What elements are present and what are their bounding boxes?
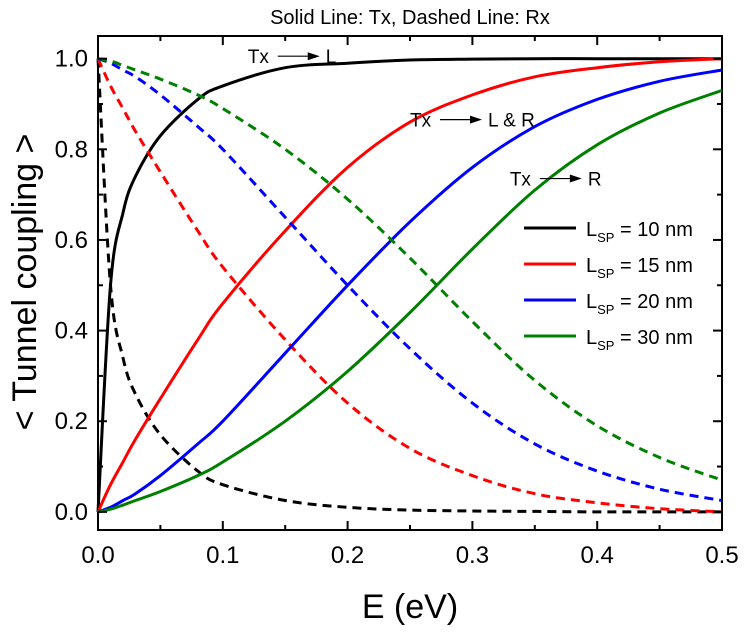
annotation-2: Tx L & R <box>410 111 535 132</box>
x-tick-label: 0.3 <box>456 542 489 569</box>
annotation-arrowhead <box>470 115 482 124</box>
legend-entry-2: LSP = 15 nm <box>524 255 693 281</box>
series-lines <box>96 57 723 514</box>
annotation-from: Tx <box>410 111 432 132</box>
chart-title: Solid Line: Tx, Dashed Line: Rx <box>270 7 550 29</box>
x-tick-label: 0.5 <box>705 542 738 569</box>
legend-entry-4: LSP = 30 nm <box>524 327 693 353</box>
annotation-to: L & R <box>488 111 535 132</box>
x-tick-label: 0.1 <box>206 542 239 569</box>
annotation-from: Tx <box>510 170 532 191</box>
y-tick-label: 0.2 <box>55 408 88 435</box>
legend-entry-3: LSP = 20 nm <box>524 291 693 317</box>
y-tick-label: 0.4 <box>55 318 88 345</box>
y-tick-label: 1.0 <box>55 46 88 73</box>
legend-label: LSP = 10 nm <box>586 219 693 245</box>
annotation-arrowhead <box>569 174 582 183</box>
series-line-8-dashed <box>97 57 723 482</box>
series-line-1-solid <box>96 57 722 512</box>
x-tick-label: 0.4 <box>581 542 614 569</box>
x-tick-label: 0.2 <box>331 542 364 569</box>
y-tick-label: 0.0 <box>55 499 88 526</box>
series-line-5-solid <box>97 68 723 514</box>
legend-label: LSP = 15 nm <box>586 255 693 281</box>
annotation-from: Tx <box>248 47 270 68</box>
legend: LSP = 10 nm LSP = 15 nm LSP = 20 nm LSP = 3… <box>524 219 693 353</box>
x-tick-label: 0.0 <box>81 542 114 569</box>
annotation-to: L <box>326 47 337 68</box>
annotation-arrowhead <box>307 52 320 61</box>
series-line-2-dashed <box>96 58 722 514</box>
y-tick-label: 0.8 <box>55 136 88 163</box>
series-line-7-solid <box>97 88 723 514</box>
y-tick-label: 0.6 <box>55 227 88 254</box>
axis-ticks: 0.0 0.1 0.2 0.3 0.4 0.5 0.0 0.2 0.4 0.6 0.8 1.0 <box>55 36 739 569</box>
x-axis-title: E (eV) <box>362 588 458 626</box>
series-line-3-solid <box>96 57 723 513</box>
annotations: Tx L Tx L & R Tx R <box>248 47 602 190</box>
series-line-4-dashed <box>96 58 723 514</box>
series-line-6-dashed <box>97 57 723 502</box>
legend-entry-1: LSP = 10 nm <box>524 219 693 245</box>
annotation-1: Tx L <box>248 47 337 68</box>
legend-label: LSP = 20 nm <box>586 291 693 317</box>
annotation-3: Tx R <box>510 170 602 191</box>
annotation-to: R <box>588 170 602 191</box>
y-axis-title: < Tunnel coupling > <box>6 134 44 431</box>
legend-label: LSP = 30 nm <box>586 327 693 353</box>
